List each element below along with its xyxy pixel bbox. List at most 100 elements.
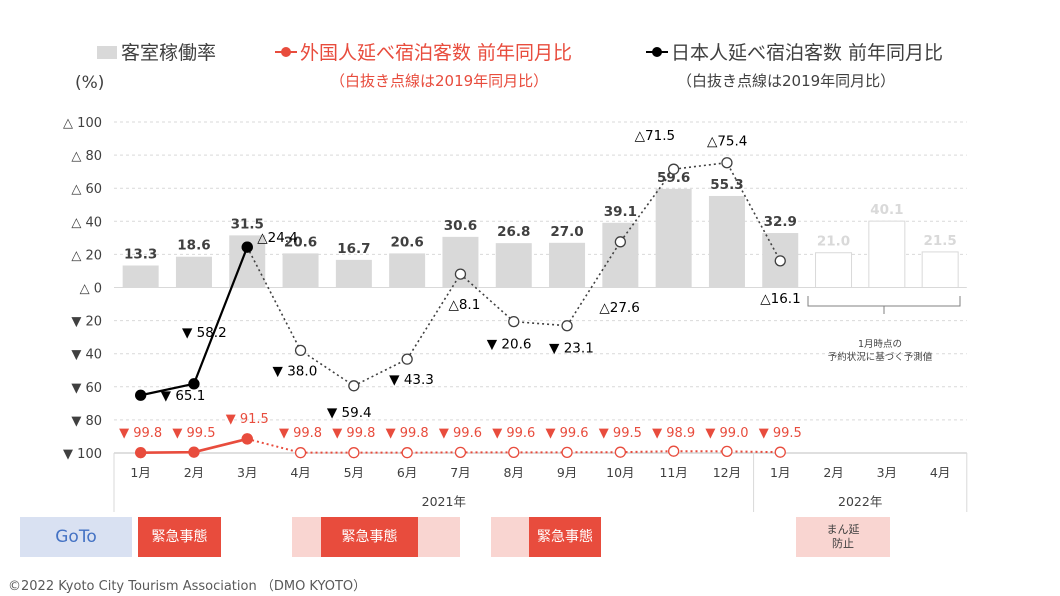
y-axis-unit: (%) bbox=[75, 73, 105, 93]
legend-japanese-note: （白抜き点線は2019年同月比） bbox=[677, 72, 896, 90]
occupancy-bar-label: 26.8 bbox=[497, 224, 530, 240]
foreign-yoy-point bbox=[188, 446, 200, 458]
foreign-vs2019-point bbox=[774, 446, 786, 458]
japanese-vs2019-point bbox=[668, 163, 680, 175]
foreign-vs2019-point bbox=[294, 447, 307, 459]
policy-band-label: 緊急事態 bbox=[321, 517, 418, 557]
x-tick-label: 4月 bbox=[290, 465, 310, 480]
japanese-yoy-label: ▼ 65.1 bbox=[161, 388, 206, 404]
japanese-vs2019-point bbox=[721, 157, 733, 169]
occupancy-bar-label: 59.6 bbox=[657, 170, 690, 186]
foreign-swatch bbox=[275, 46, 297, 58]
occupancy-bar-label: 31.5 bbox=[231, 216, 264, 232]
occupancy-bar-label: 21.0 bbox=[817, 234, 850, 250]
japanese-swatch bbox=[646, 46, 668, 58]
occupancy-bar bbox=[495, 243, 532, 288]
policy-band-label: 緊急事態 bbox=[529, 517, 601, 557]
occupancy-bar-label: 39.1 bbox=[604, 204, 637, 220]
occupancy-bar bbox=[335, 259, 372, 288]
y-tick-label: ▼ 20 bbox=[71, 315, 102, 330]
occupancy-bar bbox=[602, 222, 639, 288]
japanese-vs2019-point bbox=[294, 344, 307, 357]
forecast-note-line1: 1月時点の bbox=[857, 339, 903, 350]
forecast-note: 1月時点の 予約状況に基づく予測値 bbox=[800, 338, 960, 364]
occupancy-bar bbox=[282, 253, 319, 288]
japanese-vs2019-label: ▼ 23.1 bbox=[549, 341, 594, 357]
japanese-vs2019-label: △8.1 bbox=[448, 297, 480, 313]
japanese-yoy-point bbox=[188, 378, 200, 390]
x-tick-label: 9月 bbox=[557, 465, 577, 480]
foreign-vs2019-label: ▼ 99.0 bbox=[705, 426, 748, 441]
occupancy-bar bbox=[921, 251, 959, 288]
foreign-vs2019-label: ▼ 99.8 bbox=[386, 426, 429, 441]
occupancy-bar-label: 55.3 bbox=[710, 177, 743, 193]
legend-occupancy: 客室稼働率 bbox=[97, 38, 216, 65]
x-tick-label: 1月 bbox=[770, 465, 790, 480]
foreign-vs2019-label: ▼ 98.9 bbox=[652, 426, 695, 441]
y-tick-label: ▼ 100 bbox=[63, 447, 102, 462]
occupancy-bar bbox=[389, 253, 426, 288]
foreign-yoy-label: ▼ 99.8 bbox=[119, 426, 162, 441]
foreign-yoy-label: ▼ 91.5 bbox=[226, 412, 269, 427]
policy-band-label: GoTo bbox=[55, 527, 97, 547]
japanese-vs2019-label: △24.4 bbox=[257, 230, 297, 246]
japanese-vs2019-label: ▼ 59.4 bbox=[327, 405, 372, 421]
y-tick-label: △ 0 bbox=[80, 282, 102, 297]
foreign-vs2019-label: ▼ 99.6 bbox=[492, 426, 535, 441]
x-tick-label: 6月 bbox=[397, 465, 417, 480]
policy-band-bg bbox=[20, 517, 132, 557]
forecast-note-line2: 予約状況に基づく予測値 bbox=[827, 352, 933, 363]
x-tick-label: 11月 bbox=[659, 465, 687, 480]
occupancy-swatch bbox=[97, 46, 117, 59]
forecast-bracket bbox=[807, 296, 961, 314]
occupancy-bar bbox=[122, 265, 159, 288]
japanese-vs2019-label: ▼ 38.0 bbox=[273, 363, 318, 379]
foreign-vs2019-label: ▼ 99.8 bbox=[332, 426, 375, 441]
policy-band-bg bbox=[796, 517, 890, 557]
foreign-vs2019-point bbox=[401, 447, 413, 459]
y-tick-label: △ 60 bbox=[71, 182, 102, 197]
legend-japanese-label: 日本人延べ宿泊客数 前年同月比 bbox=[671, 42, 944, 64]
occupancy-bar-label: 21.5 bbox=[923, 233, 956, 249]
foreign-vs2019-label: ▼ 99.8 bbox=[279, 426, 322, 441]
x-tick-label: 2月 bbox=[184, 465, 204, 480]
japanese-vs2019-point bbox=[348, 380, 360, 392]
occupancy-bar bbox=[655, 188, 692, 288]
policy-band-label: まん延 防止 bbox=[826, 523, 860, 550]
japanese-vs2019-label: △75.4 bbox=[707, 134, 747, 150]
x-tick-label: 3月 bbox=[877, 465, 897, 480]
legend-foreign-label: 外国人延べ宿泊客数 前年同月比 bbox=[300, 42, 573, 64]
japanese-vs2019-point bbox=[774, 255, 786, 267]
foreign-yoy-label: ▼ 99.5 bbox=[172, 426, 215, 441]
legend-occupancy-label: 客室稼働率 bbox=[121, 42, 217, 64]
occupancy-bar-label: 18.6 bbox=[177, 238, 210, 254]
occupancy-bar bbox=[708, 195, 745, 288]
occupancy-bar-label: 20.6 bbox=[284, 234, 317, 250]
japanese-vs2019-point bbox=[508, 315, 520, 328]
foreign-vs2019-point bbox=[561, 446, 573, 458]
x-tick-label: 1月 bbox=[130, 465, 150, 480]
x-tick-label: 8月 bbox=[504, 465, 524, 480]
japanese-vs2019-label: △71.5 bbox=[635, 128, 675, 144]
foreign-vs2019-label: ▼ 99.5 bbox=[599, 426, 642, 441]
occupancy-bar-label: 20.6 bbox=[390, 234, 423, 250]
foreign-vs2019-point bbox=[454, 446, 467, 458]
x-tick-label: 4月 bbox=[930, 465, 950, 480]
foreign-vs2019-label: ▼ 99.5 bbox=[759, 426, 802, 441]
occupancy-bar bbox=[175, 256, 212, 288]
occupancy-bar-label: 13.3 bbox=[124, 246, 157, 262]
foreign-vs2019-point bbox=[348, 447, 360, 459]
occupancy-bar-label: 27.0 bbox=[550, 224, 583, 240]
legend-japanese: 日本人延べ宿泊客数 前年同月比 bbox=[646, 38, 943, 65]
japanese-vs2019-label: △27.6 bbox=[599, 300, 639, 316]
foreign-vs2019-label: ▼ 99.6 bbox=[439, 426, 482, 441]
foreign-yoy-point bbox=[134, 447, 147, 459]
japanese-vs2019-point bbox=[454, 268, 467, 280]
foreign-vs2019-point bbox=[508, 446, 520, 458]
foreign-vs2019-point bbox=[614, 446, 626, 458]
y-tick-label: ▼ 40 bbox=[71, 348, 102, 363]
policy-band-label: 緊急事態 bbox=[138, 517, 221, 557]
year-label-2021: 2021年 bbox=[422, 494, 466, 509]
x-tick-label: 2月 bbox=[823, 465, 843, 480]
